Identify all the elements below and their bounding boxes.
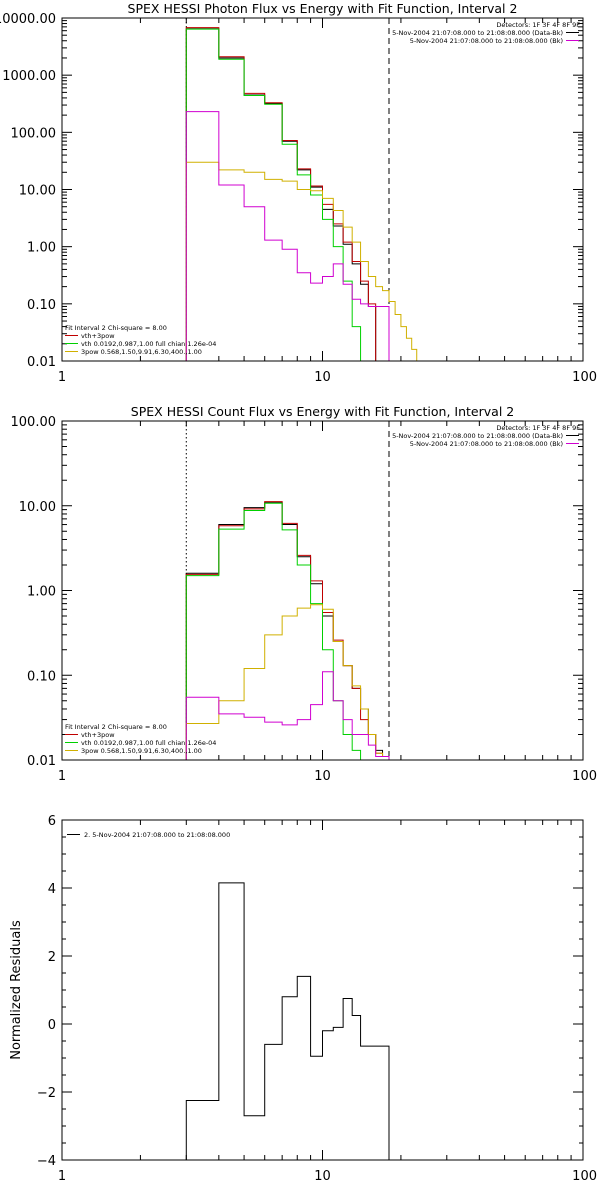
y-tick-label: 0.01 <box>27 754 56 769</box>
chart-title: SPEX HESSI Count Flux vs Energy with Fit… <box>131 404 514 419</box>
y-tick-label: 10000.00 <box>0 12 56 27</box>
series-vth <box>185 502 362 760</box>
series-fit <box>185 27 389 361</box>
chart-title: SPEX HESSI Photon Flux vs Energy with Fi… <box>128 1 518 16</box>
y-tick-label: 1000.00 <box>2 69 56 84</box>
x-tick-label: 10 <box>314 1169 331 1184</box>
header-line: 5-Nov-2004 21:07:08.000 to 21:08:08.000 … <box>392 432 563 440</box>
header-line: Detectors: 1F 3F 4F 8F 9F <box>496 21 580 29</box>
x-tick-label: 100 <box>572 769 597 784</box>
legend-title: Fit Interval 2 Chi-square = 8.00 <box>65 324 167 332</box>
legend-entry: 3pow 0.568,1.50,9.91,6.30,400.,1.00 <box>81 747 202 755</box>
series-data <box>185 501 390 760</box>
y-tick-label: 0.01 <box>27 355 56 370</box>
y-tick-label: 4 <box>48 882 56 897</box>
y-tick-label: −2 <box>37 1086 56 1101</box>
plot-frame <box>61 17 584 362</box>
legend-entry: vth 0.0192,0.987,1.00 full chian 1.26e-0… <box>81 739 216 747</box>
legend-entry: vth+3pow <box>81 332 115 340</box>
y-tick-label: 100.00 <box>11 126 57 141</box>
series-vth <box>185 28 362 361</box>
plot-frame <box>61 819 584 1161</box>
series-3pow <box>185 604 390 760</box>
x-tick-label: 10 <box>314 769 331 784</box>
header-line: 5-Nov-2004 21:07:08.000 to 21:08:08.000 … <box>410 440 563 448</box>
y-tick-label: 100.00 <box>11 415 57 430</box>
y-tick-label: 6 <box>48 814 56 829</box>
y-tick-label: 1.00 <box>27 241 56 256</box>
y-tick-label: 0.10 <box>27 669 56 684</box>
legend-title: Fit Interval 2 Chi-square = 8.00 <box>65 723 167 731</box>
series-3pow <box>185 161 427 361</box>
y-tick-label: 1.00 <box>27 585 56 600</box>
x-tick-label: 100 <box>572 1169 597 1184</box>
x-tick-label: 10 <box>314 370 331 385</box>
series-residuals <box>185 882 390 1160</box>
x-tick-label: 1 <box>58 1169 66 1184</box>
y-tick-label: 0.10 <box>27 298 56 313</box>
header-line: 5-Nov-2004 21:07:08.000 to 21:08:08.000 … <box>410 37 563 45</box>
y-tick-label: −4 <box>37 1154 56 1169</box>
legend-entry: vth 0.0192,0.987,1.00 full chian 1.26e-0… <box>81 340 216 348</box>
legend-entry: 2. 5-Nov-2004 21:07:08.000 to 21:08:08.0… <box>84 831 230 839</box>
y-tick-label: 0 <box>48 1018 56 1033</box>
y-tick-label: 2 <box>48 950 56 965</box>
y-tick-label: 10.00 <box>19 184 56 199</box>
header-line: 5-Nov-2004 21:07:08.000 to 21:08:08.000 … <box>392 29 563 37</box>
legend-entry: vth+3pow <box>81 731 115 739</box>
series-data <box>185 28 389 361</box>
header-line: Detectors: 1F 3F 4F 8F 9F <box>496 424 580 432</box>
series-fit <box>185 501 390 760</box>
plot-frame <box>61 420 584 761</box>
legend-entry: 3pow 0.568,1.50,9.91,6.30,400.,1.00 <box>81 348 202 356</box>
x-tick-label: 100 <box>572 370 597 385</box>
y-tick-label: 10.00 <box>19 500 56 515</box>
series-background <box>185 111 390 361</box>
x-tick-label: 1 <box>58 370 66 385</box>
x-tick-label: 1 <box>58 769 66 784</box>
y-axis-label: Normalized Residuals <box>9 920 24 1060</box>
series-background <box>185 671 390 760</box>
